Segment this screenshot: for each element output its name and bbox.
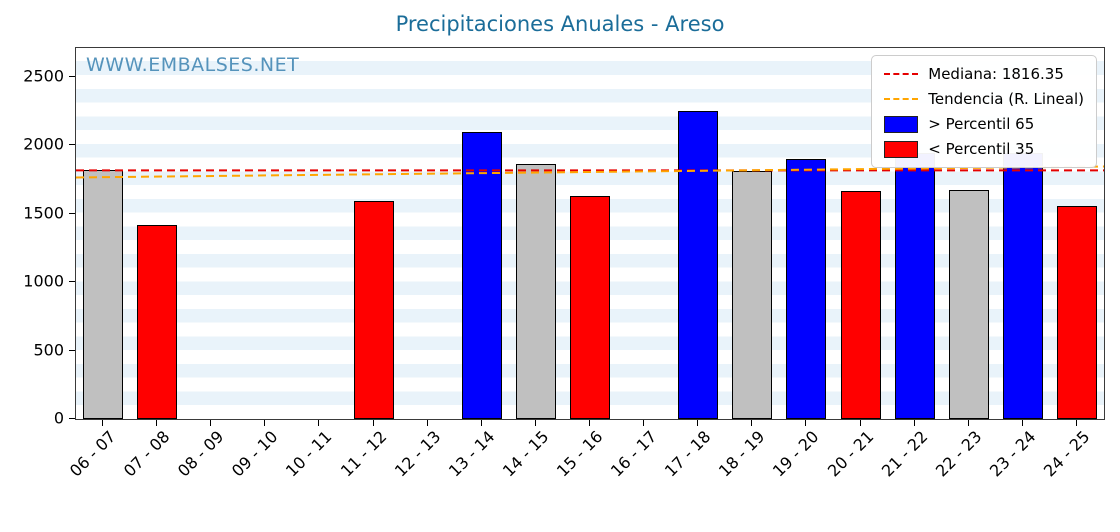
x-tick-label: 09 - 10: [228, 427, 282, 481]
x-tick: [264, 420, 266, 426]
x-tick-label: 17 - 18: [661, 427, 715, 481]
bar-19-20: [786, 159, 827, 419]
x-tick: [156, 420, 158, 426]
x-tick: [643, 420, 645, 426]
chart-title: Precipitaciones Anuales - Areso: [395, 12, 725, 36]
bar-07-08: [137, 224, 178, 419]
y-tick: [69, 212, 75, 214]
x-tick: [480, 420, 482, 426]
x-tick: [210, 420, 212, 426]
x-tick-label: 06 - 07: [65, 427, 120, 481]
x-tick: [967, 420, 969, 426]
x-tick-label: 13 - 14: [444, 427, 499, 481]
x-tick: [913, 420, 915, 426]
x-tick-label: 14 - 15: [498, 427, 553, 481]
x-tick-label: 15 - 16: [552, 427, 607, 481]
bar-23-24: [1002, 152, 1043, 419]
legend-item-above-percentile: > Percentil 65: [884, 115, 1084, 133]
watermark: WWW.EMBALSES.NET: [86, 54, 300, 76]
x-tick-label: 07 - 08: [120, 427, 174, 481]
y-tick: [69, 281, 75, 283]
chart-page: Precipitaciones Anuales - Areso WWW.EMBA…: [23, 12, 1105, 481]
plot-area: WWW.EMBALSES.NET Mediana: 1816.35 Tenden…: [75, 47, 1105, 420]
x-tick-label: 16 - 17: [607, 427, 661, 481]
x-tick: [318, 420, 320, 426]
y-tick-label: 500: [33, 340, 64, 360]
x-tick: [697, 420, 699, 426]
legend-trend-label: Tendencia (R. Lineal): [928, 90, 1084, 108]
y-tick: [69, 418, 75, 419]
x-tick: [751, 420, 753, 426]
x-tick-label: 11 - 12: [336, 427, 391, 481]
y-tick: [69, 75, 75, 77]
x-tick: [1021, 420, 1023, 426]
legend-below-label: < Percentil 35: [928, 140, 1035, 158]
above-percentile-swatch: [884, 115, 919, 133]
x-tick: [589, 420, 590, 426]
x-tick: [426, 420, 428, 426]
x-tick: [534, 420, 536, 426]
bar-15-16: [570, 195, 610, 419]
x-tick: [372, 420, 374, 426]
x-tick-label: 21 - 22: [877, 427, 932, 481]
y-tick: [69, 349, 75, 351]
x-tick: [1075, 420, 1077, 426]
y-tick-label: 2500: [23, 66, 64, 86]
x-tick-label: 20 - 21: [823, 427, 877, 481]
x-tick: [805, 420, 807, 426]
y-tick-label: 2000: [23, 134, 64, 154]
y-tick: [69, 144, 75, 146]
x-tick-label: 18 - 19: [715, 427, 769, 481]
legend-median-label: Mediana: 1816.35: [928, 65, 1064, 83]
bar-22-23: [948, 190, 989, 419]
legend-item-below-percentile: < Percentil 35: [884, 140, 1084, 158]
bar-24-25: [1056, 205, 1097, 419]
below-percentile-swatch: [884, 140, 919, 158]
x-tick-label: 23 - 24: [985, 427, 1040, 481]
y-tick-label: 1500: [23, 203, 64, 223]
x-tick: [859, 420, 861, 426]
bar-20-21: [840, 191, 881, 419]
x-tick-label: 08 - 09: [174, 427, 228, 481]
legend-item-median: Mediana: 1816.35: [884, 65, 1084, 83]
legend-item-trend: Tendencia (R. Lineal): [884, 90, 1084, 108]
bar-13-14: [461, 131, 502, 419]
chart-container: WWW.EMBALSES.NET Mediana: 1816.35 Tenden…: [23, 47, 1105, 481]
y-tick-label: 0: [53, 408, 64, 428]
trend-line-swatch: [884, 98, 919, 100]
legend-above-label: > Percentil 65: [928, 115, 1035, 133]
bar-18-19: [732, 171, 773, 419]
legend: Mediana: 1816.35 Tendencia (R. Lineal) >…: [871, 55, 1097, 168]
bar-06-07: [83, 169, 124, 419]
x-tick-label: 12 - 13: [390, 427, 445, 481]
x-tick-label: 24 - 25: [1039, 427, 1094, 481]
x-tick-label: 10 - 11: [282, 427, 336, 481]
bar-14-15: [515, 163, 556, 419]
bar-11-12: [353, 201, 394, 419]
y-tick-label: 1000: [23, 271, 64, 291]
bar-17-18: [678, 111, 719, 419]
x-tick-label: 22 - 23: [931, 427, 986, 481]
bar-21-22: [894, 152, 935, 419]
x-tick-label: 19 - 20: [769, 427, 823, 481]
x-tick: [102, 420, 104, 426]
trend-line: [76, 165, 1104, 179]
median-line-swatch: [884, 73, 919, 75]
